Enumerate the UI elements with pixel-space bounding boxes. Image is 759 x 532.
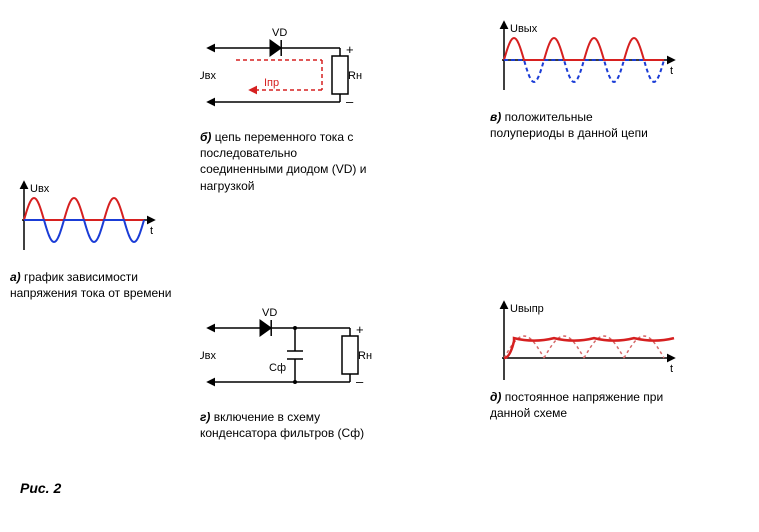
caption-text-c: положительные полупериоды в данной цепи (490, 110, 648, 140)
panel-e: Uвыпр t д) постоянное напряжение при данн… (490, 300, 710, 421)
svg-text:VD: VD (262, 307, 277, 319)
svg-text:Rн: Rн (348, 70, 362, 82)
panel-d: VD ~Uвх Сф Rн + – г) включение в схему конден… (200, 300, 400, 441)
caption-text-d: включение в схему конденсатора фильтров … (200, 410, 364, 440)
svg-text:Uвых: Uвых (510, 23, 538, 35)
caption-text-a: график зависимости напряжения тока от вр… (10, 270, 171, 300)
caption-d: г) включение в схему конденсатора фильтр… (200, 409, 380, 441)
wave-graph-c: Uвых t (490, 20, 680, 100)
svg-text:+: + (356, 322, 364, 337)
letter-e: д) (490, 390, 501, 404)
panel-c: Uвых t в) положительные полупериоды в дан… (490, 20, 710, 141)
panel-a: Uвх t а) график зависимости напряжения то… (10, 180, 180, 301)
svg-text:Uвх: Uвх (30, 183, 50, 195)
caption-e: д) постоянное напряжение при данной схем… (490, 389, 670, 421)
letter-d: г) (200, 410, 210, 424)
svg-text:t: t (670, 363, 673, 375)
wave-graph-e: Uвыпр t (490, 300, 680, 380)
caption-b: б) цепь переменного тока с последователь… (200, 129, 380, 194)
caption-text-b: цепь переменного тока с последовательно … (200, 130, 366, 193)
svg-text:~Uвх: ~Uвх (200, 350, 216, 362)
svg-text:Rн: Rн (358, 350, 372, 362)
letter-c: в) (490, 110, 501, 124)
svg-text:–: – (346, 94, 354, 109)
caption-a: а) график зависимости напряжения тока от… (10, 269, 180, 301)
letter-a: а) (10, 270, 21, 284)
circuit-d: VD ~Uвх Сф Rн + – (200, 300, 380, 400)
svg-text:+: + (346, 42, 354, 57)
svg-text:Iпр: Iпр (264, 77, 279, 89)
svg-text:Сф: Сф (269, 362, 286, 374)
letter-b: б) (200, 130, 211, 144)
svg-text:VD: VD (272, 27, 287, 39)
circuit-b: VD ~Uвх Iпр Rн + – (200, 20, 380, 120)
svg-text:t: t (670, 65, 673, 77)
caption-text-e: постоянное напряжение при данной схеме (490, 390, 663, 420)
svg-text:~Uвх: ~Uвх (200, 70, 216, 82)
figure-label: Рис. 2 (20, 480, 61, 496)
caption-c: в) положительные полупериоды в данной це… (490, 109, 670, 141)
panel-b: VD ~Uвх Iпр Rн + – б) цепь переменного тока с… (200, 20, 400, 194)
svg-text:–: – (356, 374, 364, 389)
svg-text:Uвыпр: Uвыпр (510, 303, 544, 315)
svg-text:t: t (150, 225, 153, 237)
wave-graph-a: Uвх t (10, 180, 160, 260)
